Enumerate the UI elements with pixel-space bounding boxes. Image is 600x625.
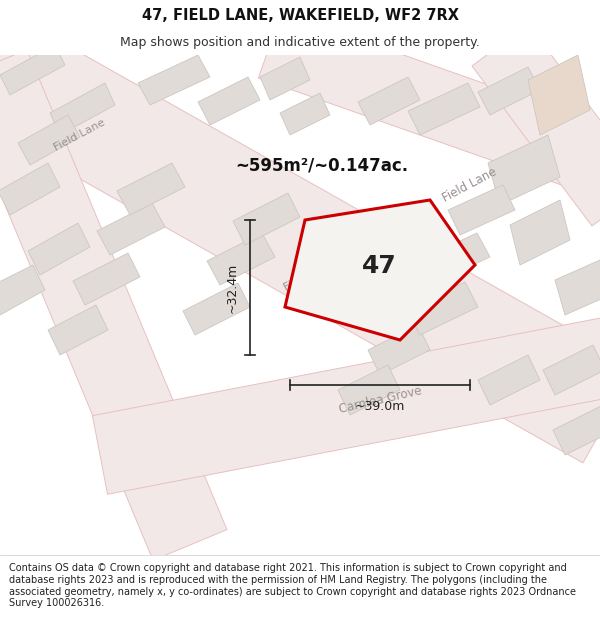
- Text: ~595m²/~0.147ac.: ~595m²/~0.147ac.: [235, 156, 408, 174]
- Text: 47: 47: [362, 254, 397, 278]
- Polygon shape: [408, 83, 480, 135]
- Text: Contains OS data © Crown copyright and database right 2021. This information is : Contains OS data © Crown copyright and d…: [9, 563, 576, 608]
- Polygon shape: [488, 135, 560, 205]
- Polygon shape: [417, 233, 490, 285]
- Text: Carnlea Grove: Carnlea Grove: [337, 384, 422, 416]
- Polygon shape: [97, 203, 165, 255]
- Polygon shape: [18, 115, 80, 165]
- Polygon shape: [0, 49, 227, 561]
- Text: Map shows position and indicative extent of the property.: Map shows position and indicative extent…: [120, 36, 480, 49]
- Polygon shape: [478, 67, 540, 115]
- Polygon shape: [0, 45, 65, 95]
- Polygon shape: [510, 200, 570, 265]
- Text: Field Lane: Field Lane: [53, 118, 107, 152]
- Polygon shape: [285, 200, 475, 340]
- Polygon shape: [48, 305, 108, 355]
- Polygon shape: [198, 77, 260, 125]
- Polygon shape: [183, 283, 250, 335]
- Polygon shape: [73, 253, 140, 305]
- Polygon shape: [92, 316, 600, 494]
- Polygon shape: [478, 355, 540, 405]
- Polygon shape: [138, 55, 210, 105]
- Polygon shape: [259, 12, 600, 198]
- Polygon shape: [28, 223, 90, 275]
- Polygon shape: [233, 193, 300, 245]
- Polygon shape: [407, 282, 478, 335]
- Polygon shape: [555, 260, 600, 315]
- Text: Field Lane: Field Lane: [440, 165, 499, 205]
- Polygon shape: [338, 365, 400, 415]
- Polygon shape: [280, 93, 330, 135]
- Polygon shape: [543, 345, 600, 395]
- Text: Field Lane: Field Lane: [283, 258, 337, 292]
- Polygon shape: [0, 265, 45, 315]
- Polygon shape: [528, 55, 590, 135]
- Polygon shape: [260, 57, 310, 100]
- Polygon shape: [472, 24, 600, 226]
- Text: ~32.4m: ~32.4m: [226, 262, 239, 312]
- Polygon shape: [0, 163, 60, 215]
- Text: 47, FIELD LANE, WAKEFIELD, WF2 7RX: 47, FIELD LANE, WAKEFIELD, WF2 7RX: [142, 8, 458, 23]
- Text: ~39.0m: ~39.0m: [355, 401, 405, 414]
- Polygon shape: [50, 83, 115, 135]
- Polygon shape: [117, 163, 185, 215]
- Polygon shape: [368, 325, 430, 375]
- Polygon shape: [553, 405, 600, 455]
- Polygon shape: [448, 185, 515, 235]
- Polygon shape: [358, 77, 420, 125]
- Polygon shape: [207, 233, 275, 285]
- Polygon shape: [0, 17, 600, 463]
